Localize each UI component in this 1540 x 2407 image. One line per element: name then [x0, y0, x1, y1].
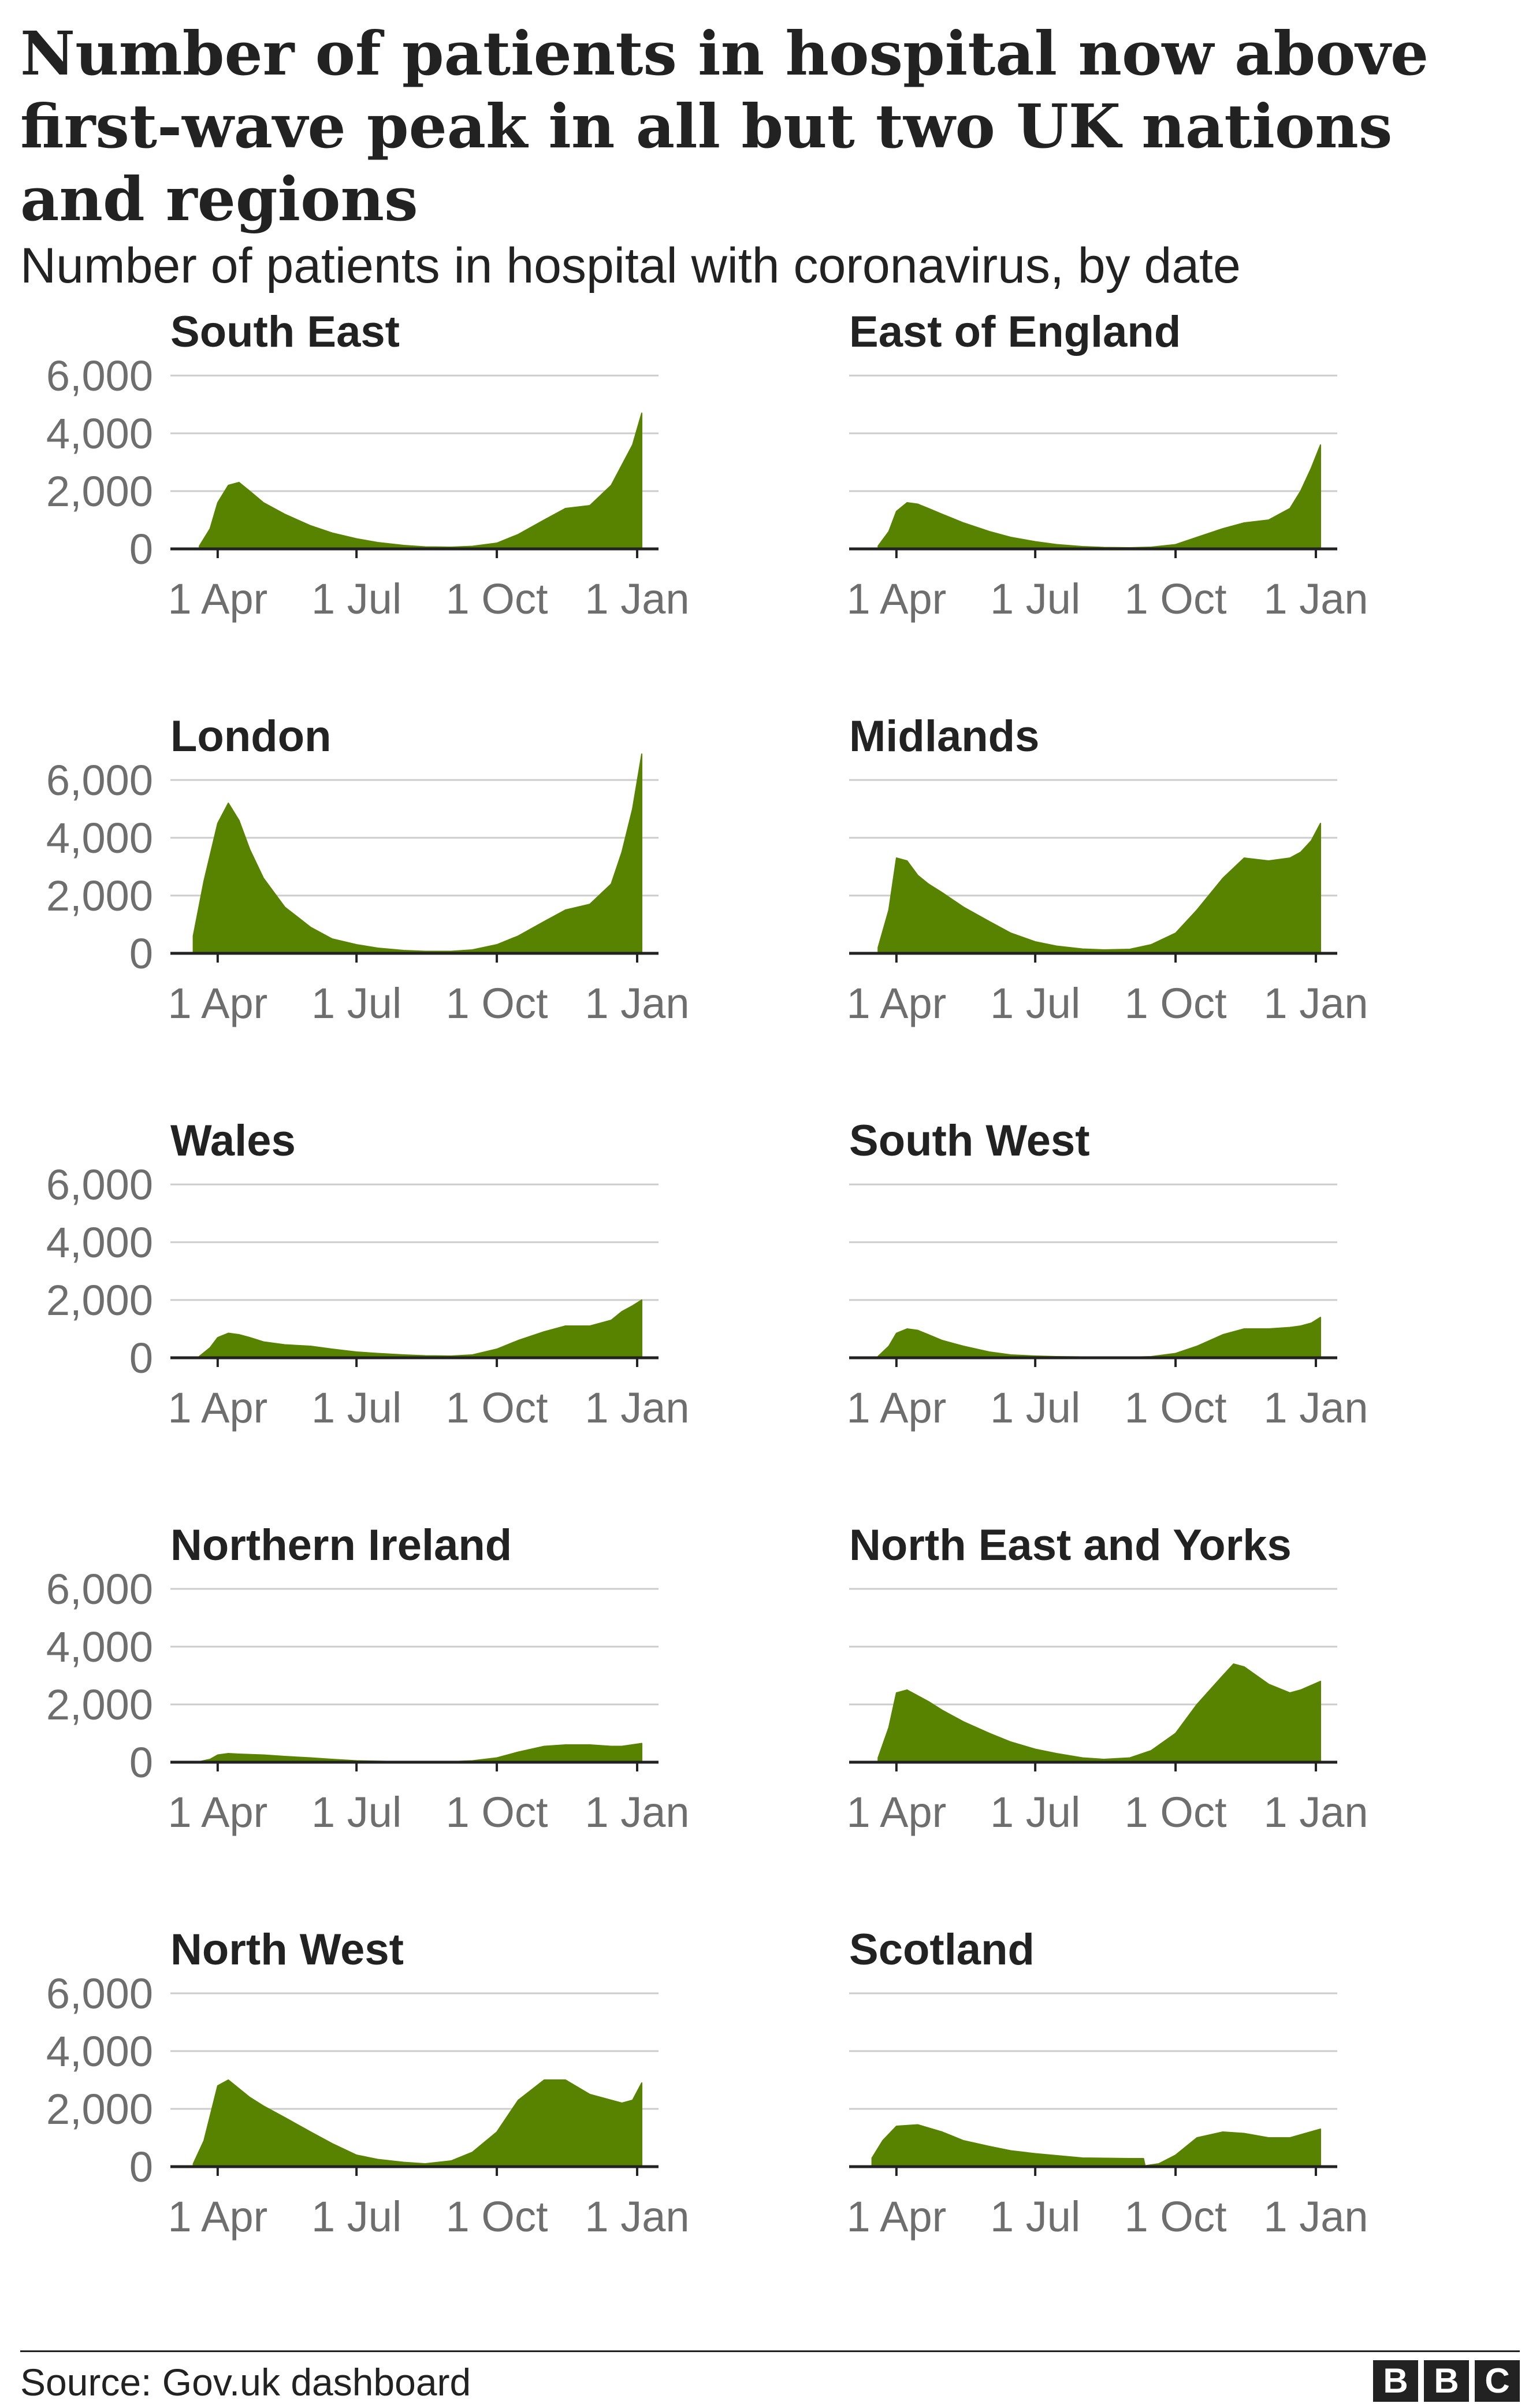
area-series-london — [192, 753, 642, 954]
panel-title-east-of-england: East of England — [849, 307, 1181, 356]
x-tick-label: 1 Jan — [585, 1788, 690, 1836]
x-tick-label: 1 Jul — [990, 979, 1080, 1027]
x-tick-label: 1 Jul — [990, 1384, 1080, 1432]
x-tick-label: 1 Apr — [846, 575, 946, 623]
area-series-east-of-england — [877, 444, 1321, 549]
y-tick-label: 6,000 — [46, 352, 153, 400]
x-tick-label: 1 Jul — [990, 2193, 1080, 2241]
area-series-north-east-and-yorks — [877, 1663, 1321, 1763]
x-tick-label: 1 Jul — [311, 1788, 401, 1836]
x-tick-label: 1 Jan — [1264, 575, 1368, 623]
panel-title-south-east: South East — [170, 307, 400, 356]
panel-title-north-east-and-yorks: North East and Yorks — [849, 1521, 1292, 1570]
x-tick-label: 1 Jul — [990, 1788, 1080, 1836]
area-series-scotland — [871, 2124, 1321, 2167]
x-tick-label: 1 Apr — [846, 1788, 946, 1836]
x-tick-label: 1 Apr — [168, 575, 267, 623]
y-tick-label: 0 — [129, 1739, 153, 1786]
y-tick-label: 2,000 — [46, 467, 153, 515]
page-title: Number of patients in hospital now above… — [20, 18, 1429, 235]
x-tick-label: 1 Jan — [585, 1384, 690, 1432]
area-series-wales — [199, 1299, 642, 1358]
y-tick-label: 0 — [129, 1334, 153, 1382]
x-tick-label: 1 Jan — [1264, 979, 1368, 1027]
y-tick-label: 0 — [129, 525, 153, 573]
x-tick-label: 1 Jan — [585, 979, 690, 1027]
panel-title-northern-ireland: Northern Ireland — [170, 1521, 512, 1570]
y-tick-label: 6,000 — [46, 1161, 153, 1209]
panel-south-west: South West 1 Apr 1 Jul 1 Oct 1 Jan — [846, 1116, 1368, 1432]
footer-divider — [20, 2350, 1520, 2352]
panel-east-of-england: East of England 1 Apr 1 Jul 1 Oct 1 Jan — [846, 307, 1368, 623]
y-tick-label: 6,000 — [46, 756, 153, 804]
area-series-south-west — [877, 1317, 1321, 1358]
panel-title-midlands: Midlands — [849, 712, 1039, 761]
x-tick-label: 1 Jul — [311, 2193, 401, 2241]
y-tick-label: 0 — [129, 2143, 153, 2191]
panel-north-west: North West 6,000 4,000 2,000 0 1 Apr 1 Jul 1 Oc… — [46, 1925, 690, 2241]
y-tick-label: 4,000 — [46, 2027, 153, 2075]
x-tick-label: 1 Oct — [446, 2193, 548, 2241]
panel-wales: Wales 6,000 4,000 2,000 0 1 Apr 1 Jul 1 Oct 1 Ja… — [46, 1116, 690, 1432]
bbc-logo: B B C — [1373, 2360, 1520, 2402]
area-series-north-west — [192, 2079, 642, 2167]
x-tick-label: 1 Oct — [446, 575, 548, 623]
panel-london: London 6,000 4,000 2,000 0 1 Apr 1 Jul 1 Oct 1 J… — [46, 712, 690, 1027]
x-tick-label: 1 Apr — [846, 2193, 946, 2241]
x-tick-label: 1 Jan — [1264, 1384, 1368, 1432]
x-tick-label: 1 Oct — [1125, 1788, 1227, 1836]
y-tick-label: 2,000 — [46, 2085, 153, 2133]
panel-title-north-west: North West — [170, 1925, 404, 1974]
y-tick-label: 6,000 — [46, 1565, 153, 1613]
panel-northern-ireland: Northern Ireland 6,000 4,000 2,000 0 1 Apr 1 J… — [46, 1521, 690, 1836]
x-tick-label: 1 Apr — [168, 979, 267, 1027]
y-tick-label: 4,000 — [46, 410, 153, 458]
x-tick-label: 1 Jul — [311, 1384, 401, 1432]
source-note: Source: Gov.uk dashboard — [20, 2361, 471, 2404]
bbc-logo-block-1: B — [1373, 2360, 1418, 2402]
x-tick-label: 1 Oct — [446, 979, 548, 1027]
y-tick-label: 4,000 — [46, 1219, 153, 1266]
x-tick-label: 1 Oct — [446, 1788, 548, 1836]
bbc-logo-block-3: C — [1475, 2360, 1520, 2402]
panel-title-wales: Wales — [170, 1116, 296, 1165]
y-tick-label: 6,000 — [46, 1970, 153, 2018]
y-tick-label: 2,000 — [46, 1681, 153, 1729]
area-series-northern-ireland — [199, 1743, 642, 1763]
x-tick-label: 1 Oct — [1125, 979, 1227, 1027]
y-tick-label: 0 — [129, 930, 153, 978]
y-tick-label: 2,000 — [46, 1276, 153, 1324]
y-tick-label: 2,000 — [46, 872, 153, 920]
area-series-midlands — [877, 823, 1321, 954]
panel-scotland: Scotland 1 Apr 1 Jul 1 Oct 1 Jan — [846, 1925, 1368, 2241]
x-tick-label: 1 Jan — [1264, 2193, 1368, 2241]
x-tick-label: 1 Apr — [168, 2193, 267, 2241]
x-tick-label: 1 Oct — [446, 1384, 548, 1432]
x-tick-label: 1 Oct — [1125, 2193, 1227, 2241]
x-tick-label: 1 Jan — [585, 2193, 690, 2241]
bbc-logo-block-2: B — [1424, 2360, 1469, 2402]
x-tick-label: 1 Jul — [311, 979, 401, 1027]
x-tick-label: 1 Jul — [311, 575, 401, 623]
y-tick-label: 4,000 — [46, 1623, 153, 1671]
x-tick-label: 1 Jul — [990, 575, 1080, 623]
panel-midlands: Midlands 1 Apr 1 Jul 1 Oct 1 Jan — [846, 712, 1368, 1027]
page-subtitle: Number of patients in hospital with coro… — [20, 238, 1241, 294]
panel-north-east-and-yorks: North East and Yorks 1 Apr 1 Jul 1 Oct 1 Jan — [846, 1521, 1368, 1836]
panel-south-east: South East 6,000 4,000 2,000 0 1 Apr 1 Jul 1 Oc… — [46, 307, 690, 623]
x-tick-label: 1 Jan — [585, 575, 690, 623]
panel-title-london: London — [170, 712, 332, 761]
panel-title-scotland: Scotland — [849, 1925, 1035, 1974]
x-tick-label: 1 Apr — [168, 1788, 267, 1836]
area-series-south-east — [199, 413, 642, 549]
x-tick-label: 1 Apr — [168, 1384, 267, 1432]
panel-title-south-west: South West — [849, 1116, 1090, 1165]
x-tick-label: 1 Apr — [846, 1384, 946, 1432]
x-tick-label: 1 Apr — [846, 979, 946, 1027]
x-tick-label: 1 Jan — [1264, 1788, 1368, 1836]
x-tick-label: 1 Oct — [1125, 1384, 1227, 1432]
x-tick-label: 1 Oct — [1125, 575, 1227, 623]
y-tick-label: 4,000 — [46, 814, 153, 862]
